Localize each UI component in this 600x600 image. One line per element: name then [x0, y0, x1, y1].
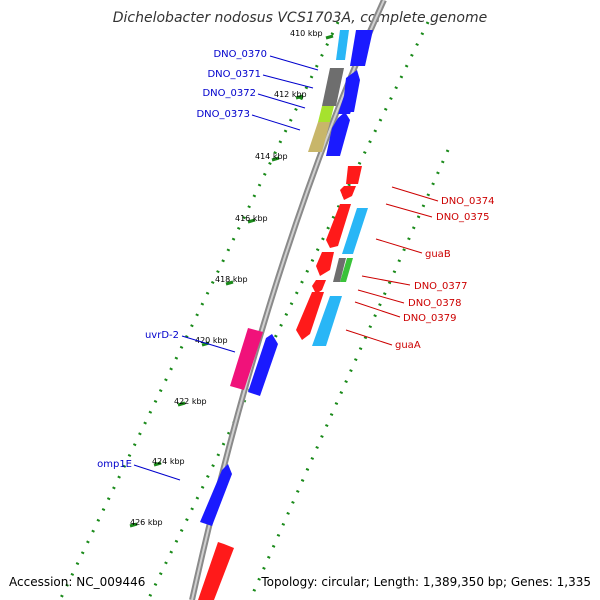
tick-marks: [129, 34, 334, 528]
gene-feature[interactable]: [338, 90, 356, 114]
gene-label-DNO_0371: DNO_0371: [207, 69, 261, 80]
gene-feature[interactable]: [312, 280, 326, 294]
gene-feature[interactable]: [200, 464, 232, 526]
gene-label-DNO_0379: DNO_0379: [403, 313, 457, 324]
gene-feature[interactable]: [333, 258, 346, 282]
right-leaders: [345, 186, 439, 346]
gene-feature[interactable]: [340, 258, 353, 282]
gene-feature[interactable]: [296, 292, 324, 340]
gene-feature[interactable]: [336, 30, 349, 60]
tick-label-414: 414 kbp: [255, 152, 288, 161]
map-title: Dichelobacter nodosus VCS1703A, complete…: [113, 10, 487, 26]
tick-label-422: 422 kbp: [174, 397, 207, 406]
gene-label-uvrD-2: uvrD-2: [145, 330, 179, 341]
gene-feature[interactable]: [312, 296, 342, 346]
gene-label-DNO_0372: DNO_0372: [202, 88, 256, 99]
left-leaders: [133, 55, 319, 481]
gene-label-DNO_0375: DNO_0375: [436, 212, 490, 223]
gene-label-DNO_0373: DNO_0373: [196, 109, 250, 120]
tick-label-426: 426 kbp: [130, 518, 163, 527]
gene-feature[interactable]: [350, 30, 373, 66]
tick-label-420: 420 kbp: [195, 336, 228, 345]
gene-label-omp1E: omp1E: [97, 459, 132, 470]
accession-text: Accession: NC_009446: [9, 575, 145, 589]
gene-feature[interactable]: [346, 166, 362, 184]
gene-label-DNO_0377: DNO_0377: [414, 281, 468, 292]
gene-label-guaA: guaA: [395, 340, 421, 351]
gene-feature[interactable]: [248, 334, 278, 396]
gene-feature[interactable]: [340, 186, 356, 200]
tick-label-412: 412 kbp: [274, 90, 307, 99]
right-dot-track: [248, 149, 450, 600]
gene-feature[interactable]: [326, 204, 351, 248]
gene-feature[interactable]: [198, 542, 234, 600]
gene-feature[interactable]: [322, 68, 344, 106]
gene-feature[interactable]: [326, 112, 350, 156]
gene-label-DNO_0370: DNO_0370: [213, 49, 267, 60]
gene-label-DNO_0378: DNO_0378: [408, 298, 462, 309]
gene-label-guaB: guaB: [425, 249, 451, 260]
gene-label-DNO_0374: DNO_0374: [441, 196, 495, 207]
topology-summary: Topology: circular; Length: 1,389,350 bp…: [260, 575, 591, 589]
tick-label-416: 416 kbp: [235, 214, 268, 223]
tick-label-410: 410 kbp: [290, 29, 323, 38]
gene-feature[interactable]: [230, 328, 263, 390]
gene-feature[interactable]: [342, 208, 368, 254]
gene-feature[interactable]: [318, 106, 334, 122]
tick-label-418: 418 kbp: [215, 275, 248, 284]
gene-feature[interactable]: [308, 122, 330, 152]
tick-label-424: 424 kbp: [152, 457, 185, 466]
gene-feature[interactable]: [316, 252, 334, 276]
